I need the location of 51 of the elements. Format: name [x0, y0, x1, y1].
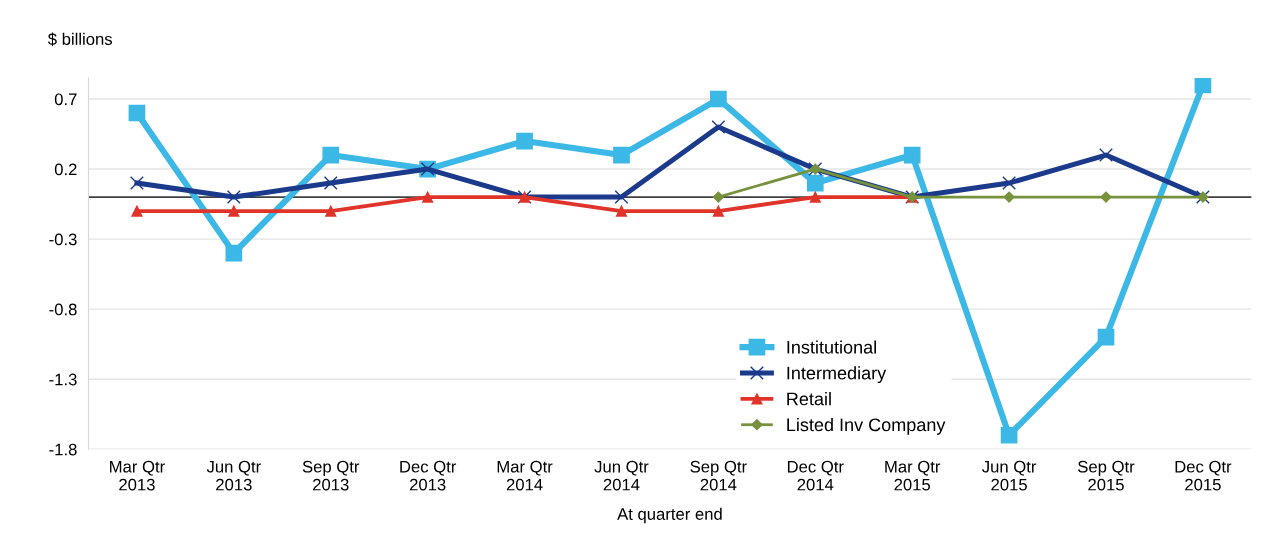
point: [1099, 148, 1113, 163]
legend-label: Listed Inv Company: [787, 417, 946, 435]
point: [129, 176, 144, 191]
y-tick-label: 0.2: [54, 163, 77, 176]
point: [615, 205, 628, 217]
point: [710, 90, 727, 108]
legend-label: Retail: [787, 392, 831, 406]
point: [1003, 191, 1015, 203]
x-tick-label: Dec Qtr 2014: [787, 460, 844, 491]
legend-label: Intermediary: [787, 366, 887, 384]
point: [323, 176, 338, 191]
point: [422, 191, 434, 203]
x-tick-label: Jun Qtr 2015: [982, 460, 1037, 491]
point: [1194, 78, 1212, 94]
x-tick-label: Dec Qtr 2013: [400, 460, 457, 491]
x-tick-label: Jun Qtr 2014: [594, 460, 649, 491]
x-tick-label: Jun Qtr 2013: [206, 460, 261, 491]
point: [711, 120, 726, 134]
y-tick-label: -0.8: [49, 303, 77, 316]
point: [322, 146, 340, 164]
point: [131, 205, 143, 217]
point: [228, 205, 240, 217]
point: [613, 146, 630, 164]
point: [325, 205, 337, 217]
x-tick-label: Sep Qtr 2014: [690, 460, 747, 491]
point: [614, 190, 629, 205]
x-tick-label: Mar Qtr 2015: [885, 460, 941, 491]
x-tick-label: Sep Qtr 2013: [302, 460, 360, 491]
point: [903, 146, 921, 164]
x-tick-label: Dec Qtr 2015: [1175, 460, 1232, 491]
point: [516, 132, 533, 150]
y-tick-label: -1.3: [49, 373, 77, 386]
point: [225, 244, 243, 262]
x-axis-title: At quarter end: [617, 507, 722, 524]
point: [712, 205, 724, 217]
legend-label: Institutional: [787, 340, 876, 354]
point: [128, 104, 146, 122]
x-tick-label: Mar Qtr 2014: [497, 460, 553, 491]
y-tick-label: 0.7: [54, 93, 77, 106]
y-axis-title: $ billions: [47, 32, 113, 47]
point: [809, 191, 821, 203]
x-tick-label: Sep Qtr 2015: [1078, 460, 1135, 491]
point: [806, 174, 824, 192]
y-tick-label: -1.8: [49, 443, 77, 456]
x-tick-label: Mar Qtr 2013: [110, 460, 165, 491]
point: [1097, 328, 1115, 346]
point: [1000, 426, 1018, 444]
point: [1002, 176, 1017, 191]
point: [226, 190, 241, 205]
y-tick-label: -0.3: [49, 233, 77, 246]
point: [712, 191, 724, 203]
